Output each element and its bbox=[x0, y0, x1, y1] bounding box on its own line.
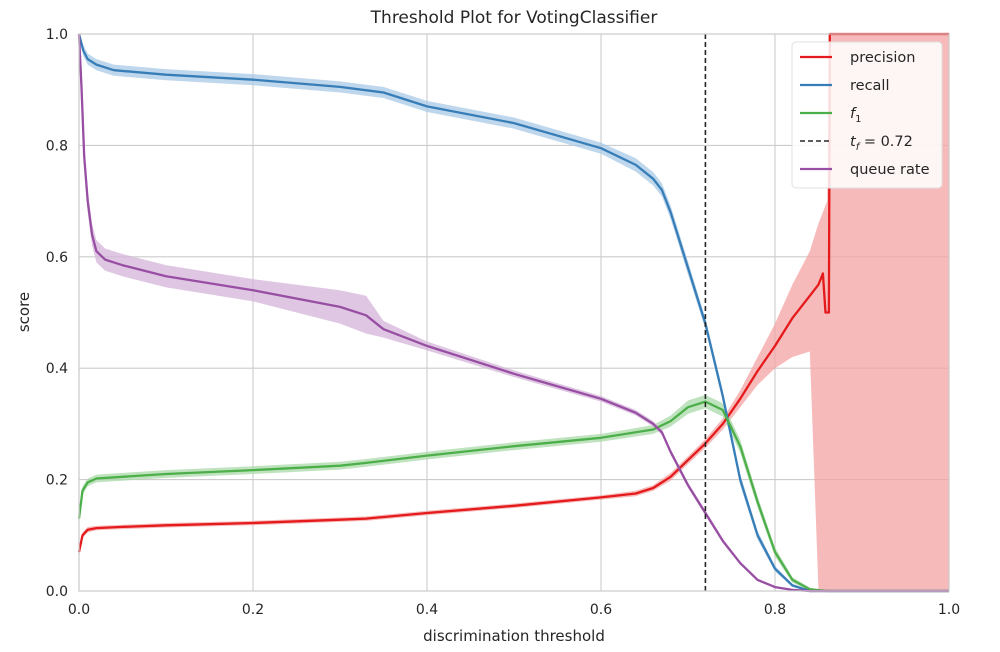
legend-label: f1 bbox=[850, 106, 861, 125]
x-axis-label: discrimination threshold bbox=[423, 627, 605, 645]
y-tick-label: 0.6 bbox=[46, 250, 68, 266]
y-tick-label: 0.2 bbox=[46, 473, 68, 489]
plot-frame bbox=[78, 33, 950, 592]
line-recall bbox=[77, 33, 949, 593]
legend-label: queue rate bbox=[850, 162, 930, 178]
x-tick-label: 0.6 bbox=[590, 602, 612, 618]
y-tick-label: 1.0 bbox=[46, 27, 68, 43]
y-axis-label: score bbox=[15, 292, 33, 332]
legend-box bbox=[791, 41, 943, 189]
x-tick-labels: 0.0 0.2 0.4 0.6 0.8 1.0 bbox=[68, 602, 960, 618]
x-tick-label: 1.0 bbox=[938, 602, 960, 618]
legend-label: recall bbox=[850, 78, 889, 94]
y-tick-label: 0.0 bbox=[46, 584, 68, 600]
chart-title: Threshold Plot for VotingClassifier bbox=[370, 8, 658, 28]
x-tick-label: 0.0 bbox=[68, 602, 90, 618]
y-tick-labels: 0.0 0.2 0.4 0.6 0.8 1.0 bbox=[46, 27, 68, 600]
legend-entry: queue rate bbox=[800, 162, 930, 178]
legend-entry: f1 bbox=[800, 106, 861, 125]
x-tick-label: 0.4 bbox=[416, 602, 438, 618]
x-tick-label: 0.2 bbox=[242, 602, 264, 618]
legend-entry: tf = 0.72 bbox=[800, 134, 913, 153]
y-tick-label: 0.8 bbox=[46, 138, 68, 154]
legend: precision recall f1 tf = 0.72 queue rate bbox=[791, 41, 943, 189]
line-queue-rate bbox=[77, 33, 949, 593]
legend-entry: recall bbox=[800, 78, 889, 94]
line-f1 bbox=[77, 400, 949, 593]
x-tick-label: 0.8 bbox=[764, 602, 786, 618]
series-lines bbox=[77, 32, 949, 593]
legend-label: precision bbox=[850, 50, 915, 66]
legend-entry: precision bbox=[800, 50, 915, 66]
y-tick-label: 0.4 bbox=[46, 361, 68, 377]
legend-label: tf = 0.72 bbox=[850, 134, 913, 153]
